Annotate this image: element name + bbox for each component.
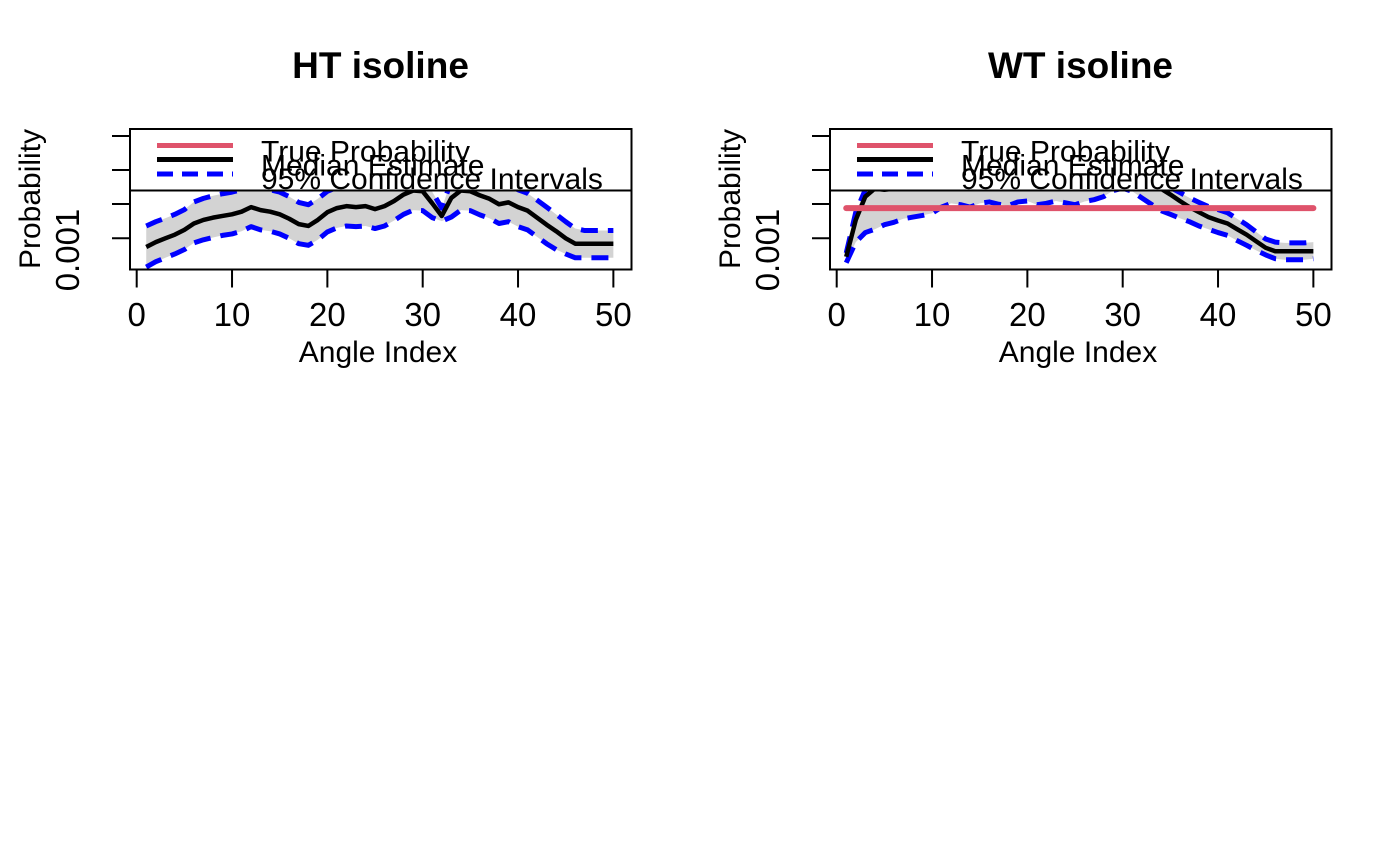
ht-title: HT isoline: [292, 45, 469, 86]
x-axis-tick-label: 0: [828, 296, 846, 333]
ci-lower-line: [145, 207, 614, 270]
x-axis-tick-label: 30: [404, 296, 441, 333]
x-axis-tick-label: 20: [309, 296, 346, 333]
wt-title: WT isoline: [988, 45, 1173, 86]
wt-y-axis-label: Probability: [714, 129, 747, 269]
x-axis-tick-label: 10: [214, 296, 251, 333]
x-axis-tick-label: 40: [500, 296, 537, 333]
legend-label-95-confidence-intervals: 95% Confidence Intervals: [961, 163, 1303, 196]
legend-label-95-confidence-intervals: 95% Confidence Intervals: [261, 163, 603, 196]
legend-label-true-probability: True Probability: [961, 136, 1170, 169]
x-axis-tick-label: 50: [595, 296, 632, 333]
x-axis-tick-label: 40: [1200, 296, 1237, 333]
x-axis-tick-label: 30: [1104, 296, 1141, 333]
legend-label-true-probability: True Probability: [261, 136, 470, 169]
x-axis-tick-label: 0: [128, 296, 146, 333]
ci-lower-line: [843, 185, 1314, 264]
x-axis-tick-label: 20: [1009, 296, 1046, 333]
panel-wt: True Probability Median Estimate 95% Confi…: [700, 0, 1400, 420]
x-axis-tick-label: 50: [1295, 296, 1332, 333]
wt-y-tick-label: 0.001: [749, 209, 786, 292]
legend-label-median-estimate: Median Estimate: [261, 150, 484, 183]
plot-border: [129, 128, 633, 271]
wt-x-axis-label: Angle Index: [999, 336, 1157, 369]
ht-x-axis-label: Angle Index: [299, 336, 457, 369]
confidence-band: [146, 173, 614, 268]
x-axis-tick-label: 10: [914, 296, 951, 333]
legend-label-median-estimate: Median Estimate: [961, 150, 1184, 183]
ht-y-tick-label: 0.001: [49, 209, 86, 292]
panel-ht: True Probability Median Estimate 95% Confi…: [0, 0, 700, 420]
plot-border: [829, 128, 1333, 271]
ht-y-axis-label: Probability: [14, 129, 47, 269]
median-line: [145, 188, 614, 249]
confidence-band: [846, 170, 1314, 263]
